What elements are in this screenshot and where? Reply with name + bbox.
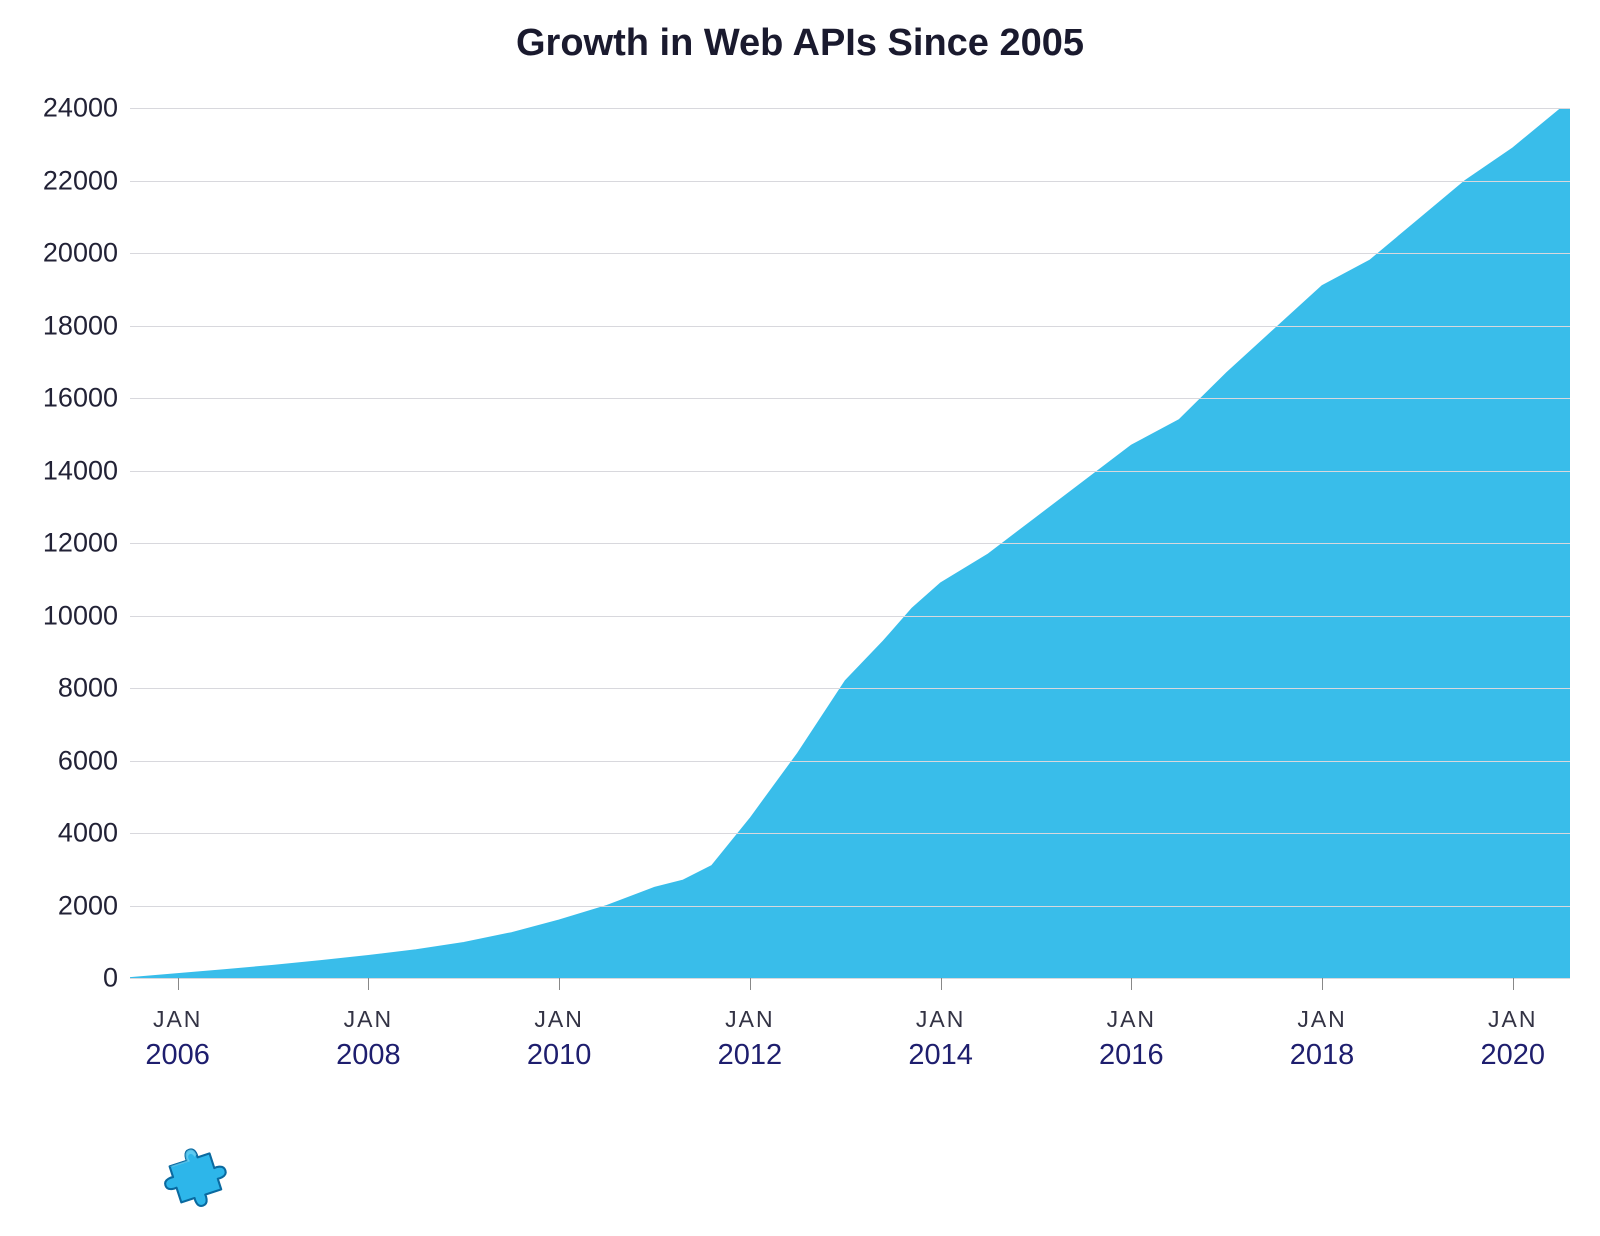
y-axis-label: 8000 (58, 673, 118, 704)
x-axis-label: JAN 2010 (527, 978, 592, 1072)
y-gridline (130, 616, 1570, 617)
x-axis-month: JAN (1481, 1006, 1546, 1033)
y-gridline (130, 326, 1570, 327)
y-gridline (130, 181, 1570, 182)
puzzle-piece-icon (158, 1140, 228, 1210)
y-axis-label: 12000 (43, 528, 118, 559)
y-gridline (130, 833, 1570, 834)
x-axis-month: JAN (1099, 1006, 1164, 1033)
x-axis-year: 2016 (1099, 1039, 1164, 1072)
x-axis-year: 2010 (527, 1039, 592, 1072)
x-axis-year: 2014 (908, 1039, 973, 1072)
y-gridline (130, 108, 1570, 109)
chart-title: Growth in Web APIs Since 2005 (0, 22, 1600, 65)
x-axis-year: 2006 (145, 1039, 210, 1072)
x-axis-month: JAN (527, 1006, 592, 1033)
y-axis-label: 0 (103, 963, 118, 994)
x-axis-label: JAN 2008 (336, 978, 401, 1072)
chart-container: Growth in Web APIs Since 2005 0200040006… (0, 0, 1600, 1236)
x-axis-year: 2008 (336, 1039, 401, 1072)
y-axis-label: 24000 (43, 93, 118, 124)
y-gridline (130, 761, 1570, 762)
x-axis-label: JAN 2014 (908, 978, 973, 1072)
x-axis-month: JAN (145, 1006, 210, 1033)
x-axis-month: JAN (1290, 1006, 1355, 1033)
y-gridline (130, 688, 1570, 689)
y-axis-label: 2000 (58, 890, 118, 921)
y-axis-label: 14000 (43, 455, 118, 486)
y-axis-label: 18000 (43, 310, 118, 341)
y-gridline (130, 543, 1570, 544)
x-axis-month: JAN (718, 1006, 783, 1033)
y-axis-label: 6000 (58, 745, 118, 776)
y-gridline (130, 253, 1570, 254)
plot-area: 0200040006000800010000120001400016000180… (130, 108, 1570, 978)
x-axis-label: JAN 2012 (718, 978, 783, 1072)
x-axis-label: JAN 2016 (1099, 978, 1164, 1072)
y-axis-label: 10000 (43, 600, 118, 631)
x-axis-month: JAN (908, 1006, 973, 1033)
y-gridline (130, 398, 1570, 399)
y-axis-label: 16000 (43, 383, 118, 414)
y-axis-label: 20000 (43, 238, 118, 269)
x-axis-label: JAN 2020 (1481, 978, 1546, 1072)
y-gridline (130, 906, 1570, 907)
x-axis-year: 2020 (1481, 1039, 1546, 1072)
y-axis-label: 4000 (58, 818, 118, 849)
y-gridline (130, 471, 1570, 472)
x-axis-month: JAN (336, 1006, 401, 1033)
x-axis-year: 2018 (1290, 1039, 1355, 1072)
x-axis-year: 2012 (718, 1039, 783, 1072)
x-axis-label: JAN 2006 (145, 978, 210, 1072)
y-axis-label: 22000 (43, 165, 118, 196)
x-axis-label: JAN 2018 (1290, 978, 1355, 1072)
